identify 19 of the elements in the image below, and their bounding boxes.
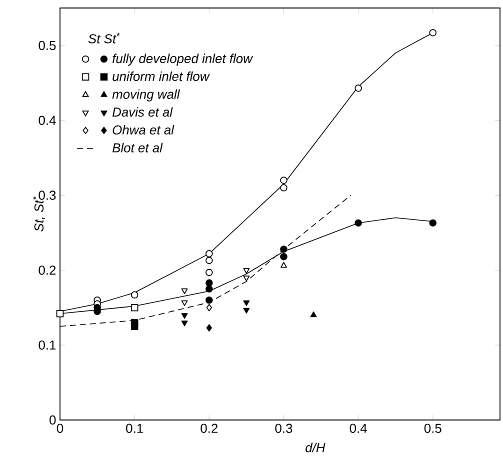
y-tick-label: 0.5 bbox=[38, 40, 56, 50]
x-tick-label: 0.4 bbox=[350, 424, 367, 433]
legend-label: Davis et al bbox=[112, 107, 173, 117]
y-tick-label: 0.2 bbox=[38, 266, 56, 275]
legend-title: St St$^{*}$ bbox=[88, 32, 120, 44]
legend-label: fully developed inlet flow bbox=[112, 54, 254, 66]
x-tick-label: 0.3 bbox=[275, 424, 292, 433]
x-tick-label: 0.5 bbox=[424, 424, 442, 433]
x-tick-label: 0.2 bbox=[200, 424, 218, 433]
legend-label: uniform inlet flow bbox=[112, 71, 210, 81]
x-tick-label: 0 bbox=[56, 424, 64, 433]
y-tick-label: 0.4 bbox=[38, 116, 56, 125]
y-tick-label: 0.1 bbox=[38, 340, 56, 350]
y-tick-label: 0 bbox=[50, 415, 56, 425]
x-axis-title: d/H bbox=[306, 442, 326, 452]
legend-label: Blot et al bbox=[112, 142, 163, 152]
legend-label: Ohwa et al bbox=[112, 125, 174, 135]
legend-label: moving wall bbox=[112, 89, 180, 102]
x-tick-label: 0.1 bbox=[126, 424, 143, 433]
